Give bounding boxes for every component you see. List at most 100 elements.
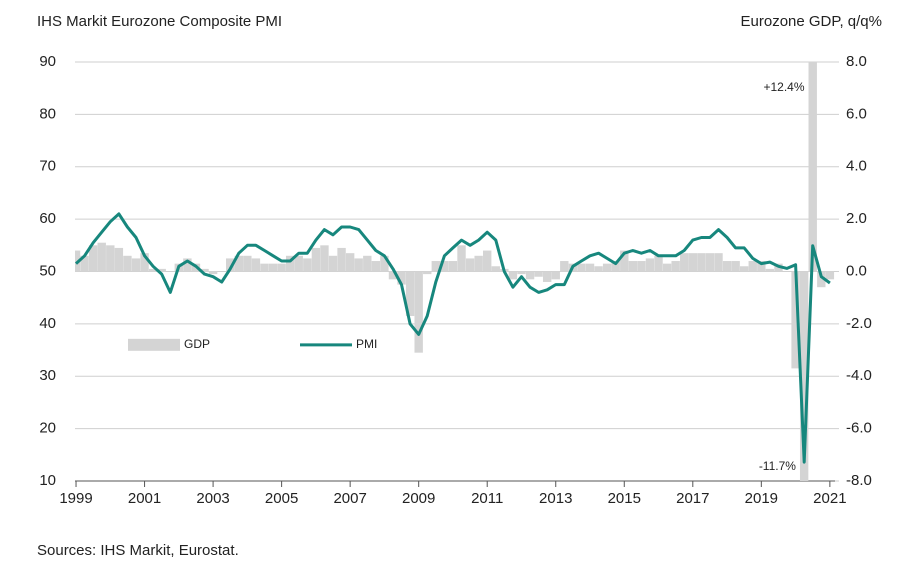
bar bbox=[457, 245, 466, 272]
bar bbox=[320, 245, 329, 272]
bar bbox=[260, 263, 269, 272]
pmi-line bbox=[74, 212, 831, 464]
bar bbox=[697, 253, 706, 272]
y-tick-label: 70 bbox=[39, 158, 56, 175]
y-tick-label: 60 bbox=[39, 210, 56, 227]
bar bbox=[114, 247, 124, 272]
bar bbox=[380, 255, 389, 272]
bar bbox=[611, 261, 620, 272]
y2-tick-label: 2.0 bbox=[846, 210, 867, 227]
bar bbox=[131, 258, 141, 272]
y2-tick-label: -8.0 bbox=[846, 472, 872, 489]
bar bbox=[722, 261, 732, 272]
y-tick-label: 90 bbox=[39, 53, 56, 70]
x-tick-label: 2013 bbox=[539, 490, 572, 507]
chart-title: IHS Markit Eurozone Composite PMI bbox=[37, 13, 282, 30]
bar bbox=[431, 261, 441, 272]
y-tick-label: 80 bbox=[39, 105, 56, 122]
bar bbox=[542, 271, 552, 282]
x-tick-label: 2005 bbox=[265, 490, 298, 507]
y2-tick-label: -6.0 bbox=[846, 420, 872, 437]
bar bbox=[226, 258, 235, 272]
bar bbox=[799, 271, 809, 481]
bar bbox=[414, 271, 423, 353]
legend-swatch bbox=[128, 338, 180, 351]
bar bbox=[594, 266, 603, 272]
bar bbox=[620, 250, 629, 272]
x-tick-label: 1999 bbox=[59, 490, 92, 507]
bar bbox=[423, 271, 432, 275]
bar bbox=[465, 258, 475, 272]
bar bbox=[268, 263, 278, 272]
bar bbox=[817, 271, 826, 288]
bar bbox=[448, 261, 458, 272]
bar bbox=[757, 261, 766, 272]
source-note: Sources: IHS Markit, Eurostat. bbox=[37, 542, 239, 559]
bar bbox=[765, 268, 775, 272]
labels: 10 20 30 40 50 60 70 80 90 -8.0 -6.0 -4.0 -2.0 0.0 2.0… bbox=[39, 53, 872, 507]
bar bbox=[628, 261, 638, 272]
bar bbox=[560, 261, 569, 272]
bars bbox=[75, 62, 835, 481]
bar bbox=[748, 261, 757, 272]
value-label: +12.4% bbox=[763, 80, 804, 94]
bar bbox=[551, 271, 560, 280]
bar bbox=[688, 253, 697, 272]
y2-axis-title: Eurozone GDP, q/q% bbox=[741, 13, 882, 30]
y-tick-label: 50 bbox=[39, 262, 56, 279]
x-tick-label: 2007 bbox=[333, 490, 366, 507]
bar bbox=[243, 255, 252, 272]
bar bbox=[183, 258, 192, 272]
x-tick-label: 2009 bbox=[402, 490, 435, 507]
bar bbox=[328, 255, 338, 272]
bar bbox=[602, 263, 612, 272]
y-tick-label: 40 bbox=[39, 315, 56, 332]
bar bbox=[140, 253, 149, 272]
x-tick-label: 2021 bbox=[813, 490, 846, 507]
bar bbox=[251, 258, 261, 272]
bar bbox=[106, 245, 115, 272]
legend-label: GDP bbox=[184, 337, 210, 351]
bar bbox=[714, 253, 723, 272]
bar bbox=[303, 258, 312, 272]
bar bbox=[285, 255, 295, 272]
bar bbox=[88, 245, 98, 272]
bar bbox=[705, 253, 715, 272]
bar bbox=[577, 263, 586, 272]
bar bbox=[680, 253, 689, 272]
bar bbox=[97, 242, 106, 272]
y2-tick-label: 8.0 bbox=[846, 53, 867, 70]
bar bbox=[637, 261, 646, 272]
bar bbox=[645, 258, 655, 272]
y2-tick-label: 0.0 bbox=[846, 262, 867, 279]
bar bbox=[491, 266, 500, 272]
x-tick-label: 2011 bbox=[471, 490, 503, 507]
bar bbox=[808, 62, 817, 272]
legend-label: PMI bbox=[356, 337, 377, 351]
bar bbox=[740, 266, 749, 272]
bar bbox=[474, 255, 483, 272]
bar bbox=[371, 261, 381, 272]
bar bbox=[200, 268, 209, 272]
bar bbox=[585, 263, 595, 272]
bar bbox=[671, 261, 680, 272]
y2-tick-label: 6.0 bbox=[846, 105, 867, 122]
bar bbox=[731, 261, 740, 272]
bar bbox=[354, 258, 363, 272]
bar bbox=[148, 268, 158, 272]
y2-tick-label: -4.0 bbox=[846, 367, 872, 384]
x-tick-label: 2015 bbox=[608, 490, 641, 507]
x-tick-label: 2017 bbox=[676, 490, 709, 507]
bar bbox=[397, 271, 406, 285]
bar bbox=[311, 247, 321, 272]
bar bbox=[157, 268, 166, 272]
y-tick-label: 30 bbox=[39, 367, 56, 384]
x-tick-label: 2019 bbox=[745, 490, 778, 507]
bar bbox=[440, 261, 449, 272]
y-tick-label: 20 bbox=[39, 420, 56, 437]
bar bbox=[277, 263, 286, 272]
bar bbox=[508, 271, 518, 280]
bar bbox=[208, 271, 218, 275]
bar bbox=[662, 263, 672, 272]
